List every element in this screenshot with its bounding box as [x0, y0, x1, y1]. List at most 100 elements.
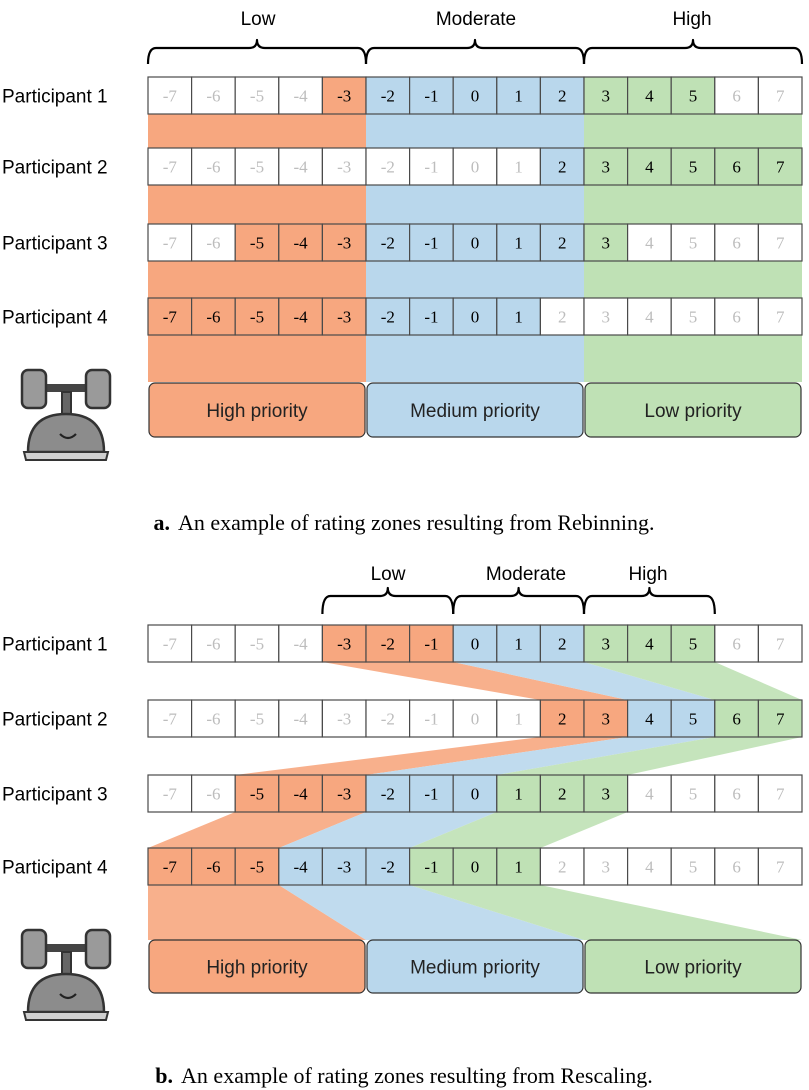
rating-cell — [191, 699, 236, 738]
rating-value: -7 — [163, 858, 178, 877]
zone-label: High — [672, 9, 711, 30]
rating-value: -4 — [294, 858, 309, 877]
priority-label: High priority — [206, 401, 308, 422]
rating-value: 5 — [689, 234, 698, 253]
robot-smile — [59, 993, 77, 1000]
rating-value: 4 — [645, 785, 654, 804]
brace-high — [582, 586, 716, 615]
rating-value: 2 — [558, 308, 567, 327]
rating-value: -3 — [337, 87, 351, 106]
rating-cell — [147, 847, 193, 886]
priority-box-green — [584, 939, 802, 994]
robot-eye-left — [20, 928, 48, 970]
rating-value: 3 — [602, 87, 611, 106]
rating-value: 2 — [558, 858, 567, 877]
rating-value: -1 — [424, 785, 438, 804]
rating-value: 6 — [732, 710, 741, 729]
zone-connector-orange — [148, 885, 366, 940]
rating-value: 1 — [514, 858, 523, 877]
rating-value: 2 — [558, 635, 567, 654]
rating-value: -2 — [381, 858, 395, 877]
rating-value: -4 — [294, 308, 309, 327]
priority-label: High priority — [206, 958, 308, 979]
rating-cell — [147, 624, 193, 663]
rating-value: -3 — [337, 635, 351, 654]
rating-cell — [714, 297, 759, 336]
rating-cell — [191, 223, 236, 262]
rating-value: -6 — [206, 710, 220, 729]
rating-value: 6 — [732, 858, 741, 877]
rating-value: -7 — [163, 635, 178, 654]
rating-cell — [757, 76, 803, 115]
rating-value: -1 — [424, 635, 438, 654]
rating-value: 4 — [645, 635, 654, 654]
rating-value: 0 — [471, 858, 480, 877]
rating-value: 6 — [732, 308, 741, 327]
rating-cell — [452, 147, 498, 186]
priority-box-blue — [366, 382, 584, 438]
rating-cell — [583, 297, 629, 336]
rating-value: 3 — [602, 158, 611, 177]
rating-value: 2 — [558, 158, 567, 177]
rating-cell — [365, 76, 411, 115]
rating-cell — [757, 847, 803, 886]
rating-value: 3 — [602, 710, 611, 729]
rating-cell — [714, 774, 759, 813]
zone-connector-blue — [453, 662, 715, 700]
rating-value: -4 — [294, 234, 309, 253]
zone-connector-orange — [322, 662, 628, 700]
brace-moderate — [452, 586, 586, 615]
rating-cell — [626, 774, 672, 813]
rating-cell — [583, 774, 629, 813]
caption-prefix: a. — [153, 510, 170, 535]
robot-eye-left — [20, 368, 48, 410]
rating-value: 0 — [471, 234, 480, 253]
rating-value: 1 — [514, 234, 523, 253]
brace-low — [146, 38, 368, 65]
rating-value: 1 — [514, 785, 523, 804]
rating-value: -5 — [250, 785, 264, 804]
rating-cell — [626, 699, 672, 738]
rating-cell — [583, 624, 629, 663]
rating-value: 1 — [514, 158, 523, 177]
participant-label: Participant 2 — [2, 710, 108, 731]
rating-value: 2 — [558, 785, 567, 804]
rating-value: -2 — [381, 308, 395, 327]
zone-connector-blue — [366, 737, 715, 775]
rating-cell — [321, 774, 367, 813]
caption-prefix: b. — [155, 1063, 173, 1088]
rating-value: -3 — [337, 785, 351, 804]
rating-cell — [365, 223, 411, 262]
rating-value: -5 — [250, 158, 264, 177]
rating-cell — [583, 147, 629, 186]
rating-cell — [757, 297, 803, 336]
rating-value: -6 — [206, 158, 220, 177]
rating-value: -7 — [163, 710, 178, 729]
rating-cell — [409, 147, 454, 186]
rating-cell — [670, 297, 716, 336]
rating-value: -1 — [424, 234, 438, 253]
rating-cell — [583, 847, 629, 886]
zone-connector-green — [584, 662, 802, 700]
brace-low — [321, 586, 455, 615]
rating-value: -5 — [250, 635, 264, 654]
rating-cell — [321, 624, 367, 663]
rating-value: -3 — [337, 710, 351, 729]
rating-cell — [365, 847, 411, 886]
zone-connector-green — [409, 885, 802, 940]
rating-value: -1 — [424, 308, 438, 327]
priority-label: Low priority — [644, 401, 742, 422]
rating-value: 0 — [471, 710, 480, 729]
robot-body — [26, 972, 106, 1014]
rating-cell — [496, 76, 541, 115]
rating-value: 0 — [471, 635, 480, 654]
rating-cell — [278, 76, 323, 115]
rating-cell — [539, 774, 585, 813]
participant-label: Participant 3 — [2, 785, 108, 806]
participant-label: Participant 4 — [2, 858, 108, 879]
rating-value: 4 — [645, 158, 654, 177]
figure-caption: b. An example of rating zones resulting f… — [155, 1063, 652, 1088]
zone-label: High — [628, 564, 667, 585]
rating-value: -6 — [206, 785, 220, 804]
